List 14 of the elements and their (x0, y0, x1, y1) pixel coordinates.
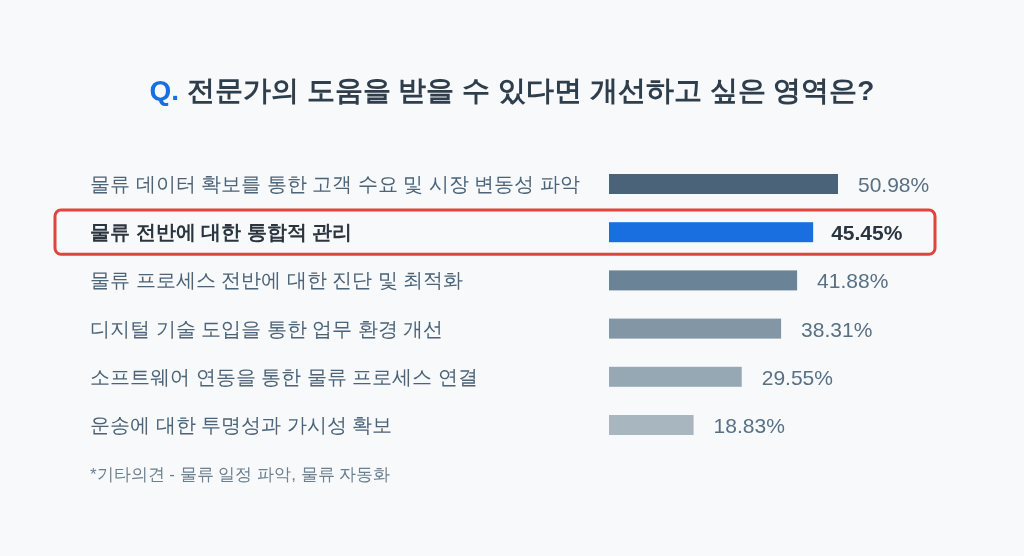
data-label: 41.88% (817, 269, 889, 293)
data-label: 18.83% (713, 414, 785, 437)
text: *기타의견 - 물류 일정 파악, 물류 자동화 (90, 465, 391, 484)
data-label: 29.55% (761, 365, 833, 389)
data-label: 50.98% (858, 173, 930, 196)
y-tick-label: 디지털 기술 도입을 통한 업무 환경 개선 (90, 317, 444, 340)
data-label: 38.31% (801, 317, 873, 341)
y-tick-label: 운송에 대한 투명성과 가시성 확보 (90, 414, 393, 436)
data-label: 45.45% (831, 221, 903, 245)
y-tick-label: 물류 데이터 확보를 통한 고객 수요 및 시장 변동성 파악 (90, 173, 581, 195)
y-tick-label: 물류 전반에 대한 통합적 관리 (90, 221, 353, 244)
y-tick-label: 물류 프로세스 전반에 대한 진단 및 최적화 (90, 269, 464, 292)
y-tick-label: 소프트웨어 연동을 통한 물류 프로세스 연결 (90, 365, 478, 388)
chart-title: Q. 전문가의 도움을 받을 수 있다면 개선하고 싶은 영역은? (149, 75, 875, 106)
